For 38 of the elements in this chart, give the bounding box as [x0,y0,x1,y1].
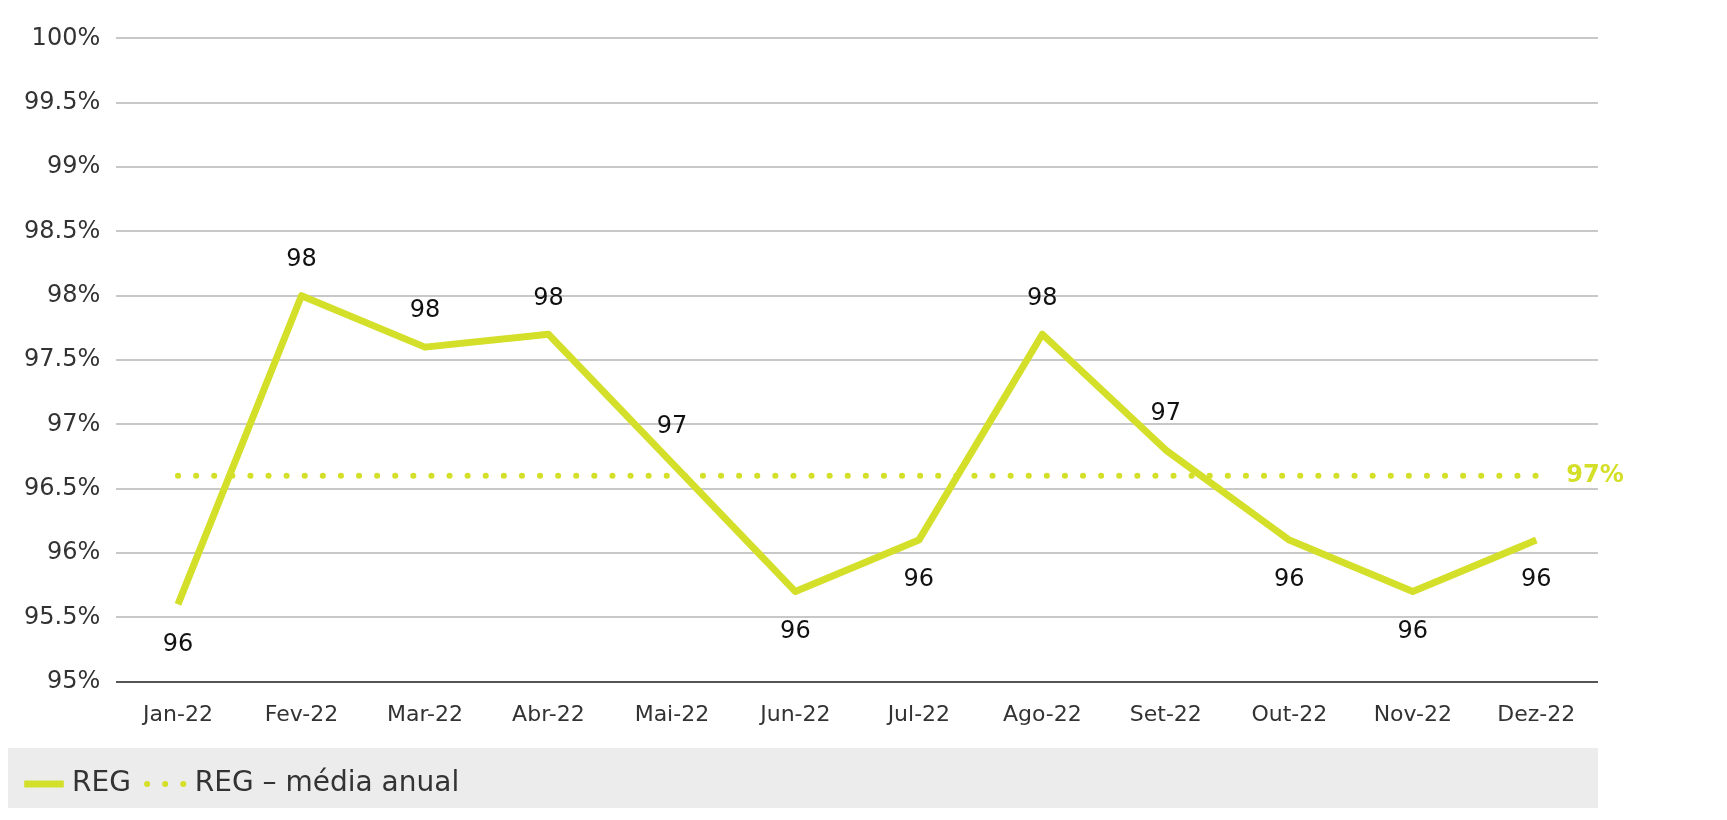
data-label: 96 [780,615,811,644]
y-tick-label: 97% [46,408,101,437]
data-label: 96 [1274,564,1305,593]
x-tick-label: Jun-22 [758,700,831,726]
data-label: 96 [162,628,194,657]
legend-label: REG – média anual [194,765,460,799]
data-label: 97% [1566,460,1624,489]
data-label: 96 [1397,615,1429,644]
legend-label: REG [72,765,131,799]
y-tick-label: 95% [46,665,101,694]
data-label: 97 [1150,398,1182,427]
x-tick-label: Dez-22 [1497,700,1576,726]
x-tick-label: Fev-22 [264,700,339,726]
y-tick-label: 96.5% [23,472,101,501]
x-tick-label: Out-22 [1251,700,1328,726]
x-tick-label: Set-22 [1129,700,1202,726]
y-tick-label: 100% [31,22,101,51]
y-tick-label: 99.5% [23,86,101,115]
data-label: 96 [903,564,935,593]
x-tick-label: Jul-22 [885,700,951,726]
data-label: 98 [286,243,317,272]
data-label: 98 [1027,282,1058,311]
y-tick-label: 98.5% [23,215,101,244]
data-label: 96 [1520,564,1552,593]
x-tick-label: Ago-22 [1002,700,1082,726]
y-tick-label: 97.5% [23,344,101,373]
y-tick-label: 99% [46,151,101,180]
x-tick-label: Mar-22 [386,700,463,726]
data-label: 97 [656,411,688,440]
x-tick-label: Nov-22 [1373,700,1452,726]
x-tick-label: Mai-22 [634,700,710,726]
y-tick-label: 98% [46,279,101,308]
x-tick-label: Jan-22 [141,700,213,726]
y-tick-label: 95.5% [23,601,101,630]
data-label: 98 [409,295,441,324]
data-label: 98 [533,282,564,311]
y-tick-label: 96% [46,537,101,566]
x-tick-label: Abr-22 [512,700,585,726]
